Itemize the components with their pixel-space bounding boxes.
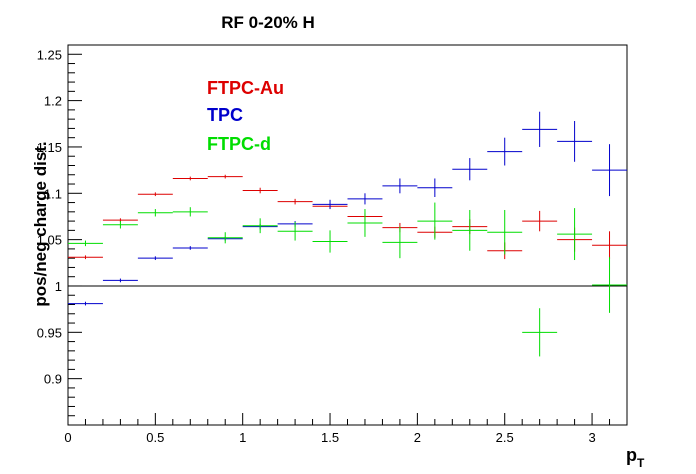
data-point: [347, 193, 383, 205]
data-point: [592, 257, 627, 313]
y-tick-label: 0.9: [44, 372, 62, 387]
y-tick-label: 1.15: [37, 140, 62, 155]
data-point: [312, 199, 348, 210]
x-tick-label: 0: [64, 430, 71, 445]
y-tick-label: 0.95: [37, 325, 62, 340]
data-point: [592, 144, 627, 197]
data-point: [487, 137, 523, 166]
y-tick-label: 1.1: [44, 186, 62, 201]
data-point: [347, 209, 383, 237]
data-point: [487, 209, 523, 255]
x-tick-label: 1: [239, 430, 246, 445]
data-point: [417, 178, 453, 197]
data-point: [277, 198, 313, 205]
y-axis-label: pos/neg charge dist.: [31, 141, 50, 306]
data-point: [522, 210, 558, 232]
data-point: [557, 121, 593, 162]
y-tick-label: 1.25: [37, 47, 62, 62]
data-point: [68, 301, 103, 306]
data-point: [102, 221, 138, 229]
x-axis-label-subscript: T: [637, 456, 645, 470]
y-tick-label: 1: [55, 279, 62, 294]
data-point: [452, 209, 488, 251]
data-point: [277, 222, 313, 241]
y-tick-label: 1.05: [37, 233, 62, 248]
data-point: [207, 174, 243, 179]
legend-tpc: TPC: [207, 105, 243, 125]
data-point: [207, 232, 243, 244]
data-point: [382, 226, 418, 259]
data-point: [172, 246, 208, 250]
x-tick-label: 2: [414, 430, 421, 445]
data-point: [417, 202, 453, 240]
x-tick-label: 1.5: [321, 430, 339, 445]
data-point: [242, 218, 278, 234]
axis-ticks: 0 0.5 1 1.5 2 2.5 3 0.9 0.95 1 1.05 1.1 1.15 1.2 1.25: [37, 44, 628, 445]
data-point: [522, 308, 558, 357]
data-point: [557, 208, 593, 261]
legend: FTPC-Au TPC FTPC-d: [207, 78, 284, 154]
data-point: [382, 178, 418, 194]
y-tick-label: 1.2: [44, 94, 62, 109]
data-point: [137, 209, 173, 217]
data-point: [452, 158, 488, 181]
chart-title: RF 0-20% H: [221, 13, 315, 32]
x-tick-label: 3: [588, 430, 595, 445]
data-point: [102, 278, 138, 283]
data-point: [137, 192, 173, 197]
data-point: [137, 256, 173, 261]
series-ftpc-d: [68, 202, 627, 357]
data-point: [312, 230, 348, 253]
data-point: [522, 111, 558, 147]
x-axis-label: pT: [626, 445, 645, 470]
x-axis-label-main: p: [626, 445, 637, 465]
series-layer: [68, 111, 627, 357]
legend-ftpc-au: FTPC-Au: [207, 78, 284, 98]
x-tick-label: 2.5: [496, 430, 514, 445]
data-point: [242, 187, 278, 194]
data-point: [592, 231, 627, 260]
legend-ftpc-d: FTPC-d: [207, 134, 271, 154]
data-point: [68, 255, 103, 260]
data-point: [172, 207, 208, 217]
data-point: [172, 176, 208, 181]
x-tick-label: 0.5: [146, 430, 164, 445]
data-point: [68, 240, 103, 247]
